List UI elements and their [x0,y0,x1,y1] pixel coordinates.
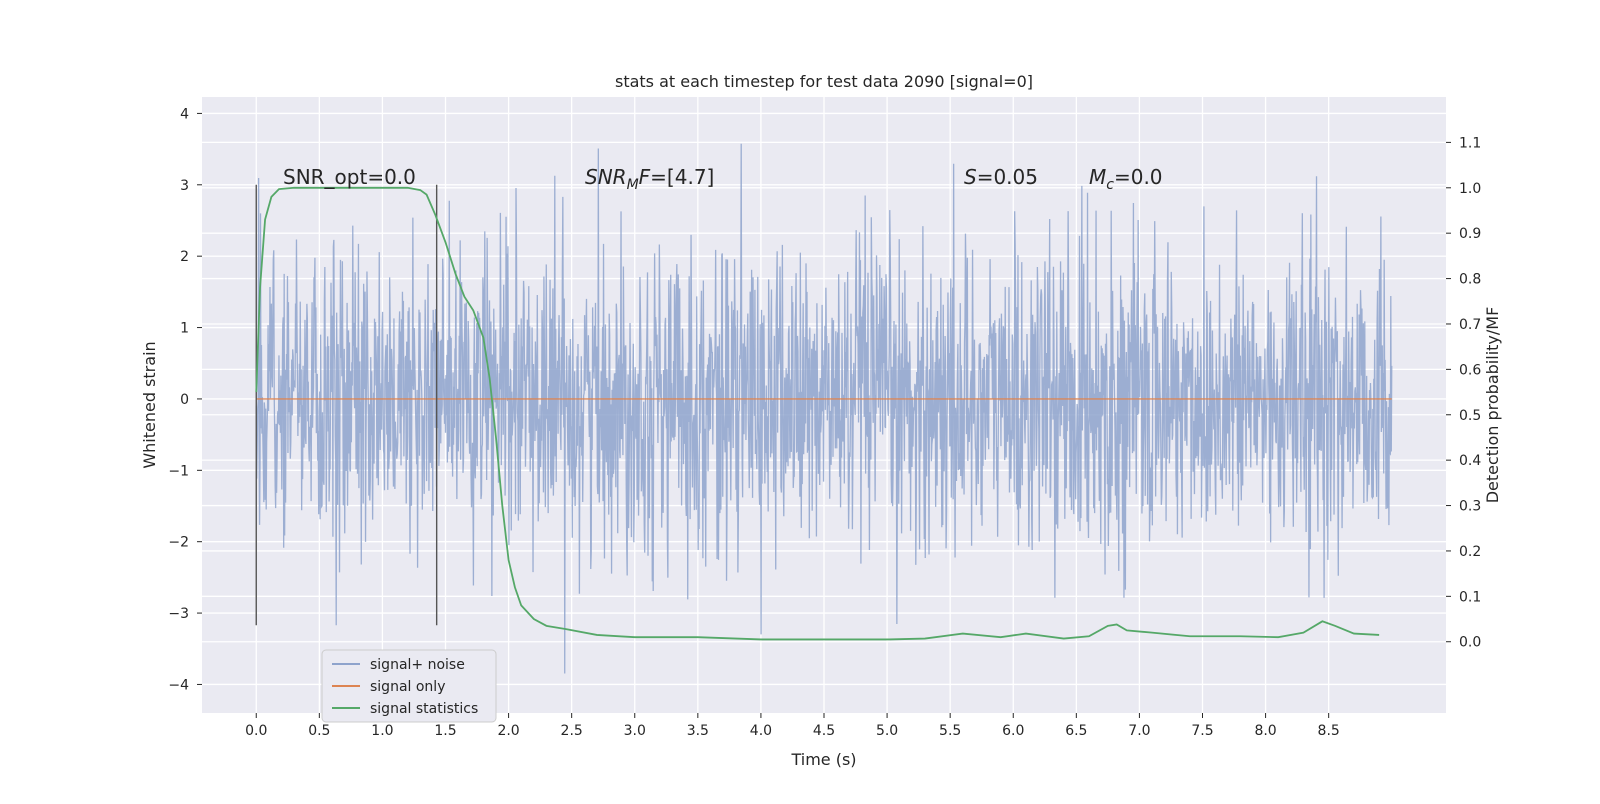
annotation-part: SNR [585,165,627,189]
x-tick-label: 6.5 [1065,723,1087,739]
annotation-snr_mf: SNRMF=[4.7] [585,165,714,193]
x-tick-label: 3.5 [687,723,709,739]
annotation-part: SNR_opt=0.0 [283,165,416,189]
annotation-part: c [1106,177,1114,193]
legend-label: signal+ noise [370,657,465,673]
y-right-tick-label: 0.6 [1459,362,1481,378]
y-tick-label: 2 [180,249,189,265]
legend-label: signal only [370,679,445,695]
x-tick-label: 8.0 [1254,723,1276,739]
y-tick-label: −4 [168,677,189,693]
y-right-tick-label: 0.4 [1459,453,1481,469]
y-tick-label: 3 [180,178,189,194]
annotation-part: M [1089,165,1106,189]
series-signal-statistics [255,186,1380,641]
y-right-tick-label: 0.7 [1459,317,1481,333]
y-right-axis-label: Detection probability/MF [1483,307,1502,504]
x-axis-label: Time (s) [790,750,856,769]
legend-box [321,649,497,723]
x-tick-label: 0.0 [245,723,267,739]
annotation-s: S=0.05 [964,165,1038,189]
x-tick-label: 7.5 [1191,723,1213,739]
annotation-part: =0.05 [977,165,1038,189]
y-tick-label: 0 [180,392,189,408]
x-tick-label: 2.5 [561,723,583,739]
y-right-tick-label: 0.1 [1459,589,1481,605]
y-right-tick-label: 0.8 [1459,272,1481,288]
y-right-tick-label: 0.5 [1459,408,1481,424]
annotation-part: F [639,165,651,189]
legend-label: signal statistics [370,701,478,717]
annotation-part: S [964,165,977,189]
y-axis-label: Whitened strain [140,341,159,468]
x-tick-label: 5.0 [876,723,898,739]
y-tick-label: −1 [168,463,189,479]
y-right-tick-label: 0.0 [1459,635,1481,651]
y-right-tick-label: 0.2 [1459,544,1481,560]
x-tick-label: 1.0 [371,723,393,739]
annotation-part: =[4.7] [650,165,714,189]
y-tick-label: 1 [180,321,189,337]
series-signal-noise [255,143,1393,674]
legend: signal+ noise signal only signal statistic… [321,649,497,723]
x-tick-label: 4.5 [813,723,835,739]
y-right-tick-label: 1.0 [1459,181,1481,197]
x-tick-label: 1.5 [434,723,456,739]
x-tick-label: 0.5 [308,723,330,739]
x-tick-label: 6.0 [1002,723,1024,739]
y-right-tick-label: 0.3 [1459,499,1481,515]
x-tick-label: 2.0 [497,723,519,739]
y-tick-label: −2 [168,535,189,551]
x-tick-label: 7.0 [1128,723,1150,739]
y-tick-label: 4 [180,106,189,122]
y-tick-label: −3 [168,606,189,622]
x-tick-label: 8.5 [1318,723,1340,739]
x-tick-label: 4.0 [750,723,772,739]
y-right-tick-label: 1.1 [1459,135,1481,151]
annotation-part: M [627,177,639,193]
x-tick-label: 5.5 [939,723,961,739]
annotation-part: =0.0 [1114,165,1163,189]
chart-title: stats at each timestep for test data 209… [615,72,1033,91]
annotation-mc: Mc=0.0 [1089,165,1163,193]
annotation-snr_opt: SNR_opt=0.0 [283,165,416,189]
x-tick-label: 3.0 [624,723,646,739]
y-right-tick-label: 0.9 [1459,226,1481,242]
